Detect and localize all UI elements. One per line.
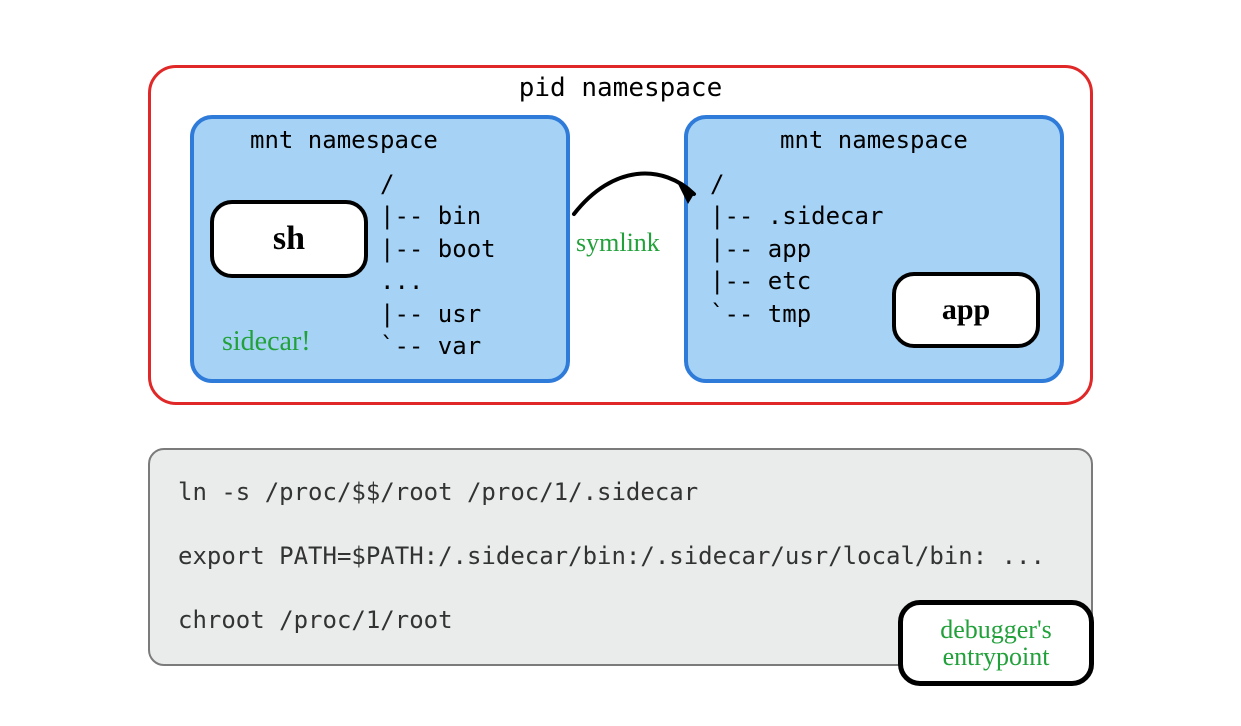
- cmd-line-0: ln -s /proc/$$/root /proc/1/.sidecar: [178, 478, 698, 506]
- fs-tree-left: / |-- bin |-- boot ... |-- usr `-- var: [380, 168, 496, 362]
- symlink-arrow-icon: [568, 154, 700, 224]
- cmd-line-1: export PATH=$PATH:/.sidecar/bin:/.sideca…: [178, 542, 1045, 570]
- arrow-path: [574, 174, 694, 214]
- pid-namespace-label: pid namespace: [519, 73, 723, 103]
- debugger-entrypoint-bubble: debugger's entrypoint: [898, 600, 1094, 686]
- symlink-label: symlink: [576, 228, 660, 258]
- sidecar-note: sidecar!: [222, 326, 311, 358]
- cmd-line-2: chroot /proc/1/root: [178, 606, 453, 634]
- debugger-line-2: entrypoint: [943, 643, 1050, 670]
- app-process-bubble: app: [892, 272, 1040, 348]
- fs-tree-right: / |-- .sidecar |-- app |-- etc `-- tmp: [710, 168, 883, 330]
- app-process-label: app: [942, 293, 990, 327]
- debugger-line-1: debugger's: [940, 616, 1052, 643]
- mnt-namespace-left-label: mnt namespace: [250, 126, 438, 154]
- mnt-namespace-right-label: mnt namespace: [780, 126, 968, 154]
- sh-process-bubble: sh: [210, 200, 368, 278]
- sh-process-label: sh: [273, 220, 305, 258]
- diagram-canvas: pid namespace mnt namespace / |-- bin |-…: [0, 0, 1241, 726]
